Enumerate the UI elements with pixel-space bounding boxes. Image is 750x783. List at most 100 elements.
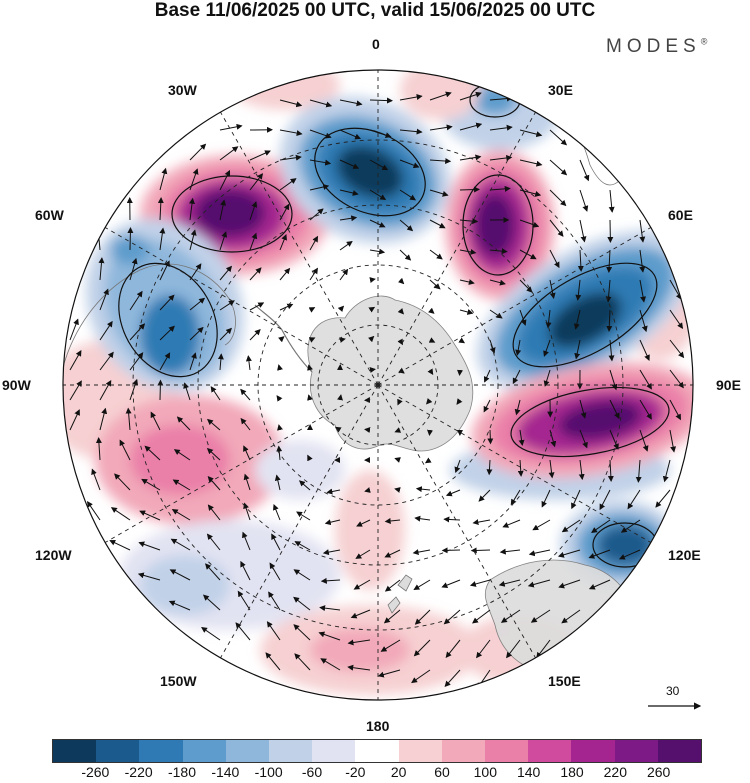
wind-vector — [183, 382, 191, 401]
wind-vector — [271, 533, 281, 551]
wind-vector — [414, 609, 431, 625]
wind-vector — [428, 337, 436, 343]
wind-vector — [549, 429, 557, 448]
wind-vector — [549, 189, 567, 207]
wind-vector — [414, 515, 431, 522]
wind-vector — [207, 504, 221, 521]
wind-vector — [150, 411, 161, 431]
wind-vector — [307, 394, 313, 401]
wind-vector — [445, 639, 461, 658]
wind-vector — [202, 594, 221, 611]
wind-vector — [579, 399, 587, 419]
colorbar-swatch — [312, 740, 356, 762]
wind-vector — [159, 260, 170, 281]
wind-vector — [320, 577, 341, 584]
colorbar-tick-label: 100 — [473, 764, 498, 780]
wind-vector — [469, 579, 491, 587]
wind-vector — [548, 459, 555, 479]
wind-vector — [639, 339, 650, 361]
lon-label-180: 180 — [366, 718, 390, 734]
wind-vector — [483, 369, 491, 383]
wind-vector — [428, 307, 435, 314]
wind-vector — [129, 323, 146, 341]
wind-vector — [532, 519, 551, 531]
wind-vector — [172, 479, 191, 491]
wind-vector — [606, 309, 613, 332]
wind-vector — [242, 531, 251, 551]
wind-vector — [399, 189, 417, 201]
wind-vector — [337, 305, 345, 313]
wind-vector — [337, 394, 343, 401]
wind-vector — [415, 486, 431, 493]
wind-vector — [459, 218, 479, 225]
wind-vector — [219, 146, 239, 161]
colorbar-tick-label: 140 — [516, 764, 541, 780]
wind-vector — [399, 128, 423, 135]
wind-vector — [639, 429, 649, 452]
logo-text: MODES — [606, 36, 701, 57]
wind-vector — [91, 468, 101, 491]
wind-vector — [608, 189, 615, 213]
wind-vector — [413, 579, 431, 591]
wind-vector — [588, 579, 611, 590]
wind-vector — [240, 417, 251, 431]
wind-vector — [498, 579, 521, 587]
colorbar-swatch — [614, 740, 658, 762]
wind-vector — [578, 459, 585, 481]
wind-vector — [369, 367, 376, 373]
colorbar-tick-label: -60 — [301, 764, 323, 780]
wind-vector — [320, 658, 341, 671]
wind-vector — [605, 279, 612, 303]
wind-vector — [353, 579, 371, 590]
wind-vector — [274, 474, 281, 491]
wind-vector — [339, 215, 358, 222]
wind-vector — [429, 249, 443, 260]
south-pole-marker — [375, 382, 381, 388]
wind-vector — [364, 487, 371, 493]
wind-vector — [219, 199, 227, 221]
wind-vector — [639, 219, 646, 243]
wind-vector — [399, 159, 420, 169]
wind-vector — [429, 158, 452, 164]
wind-vector — [500, 609, 521, 623]
wind-vector — [273, 503, 281, 521]
colorbar — [52, 739, 702, 763]
meridian-line — [377, 384, 656, 546]
lon-label-30e: 30E — [548, 82, 573, 98]
wind-vector — [549, 129, 568, 146]
wind-vector — [235, 622, 251, 641]
wind-vector — [459, 91, 482, 101]
wind-vector — [561, 609, 581, 624]
wind-vector — [669, 339, 685, 359]
wind-vector — [573, 309, 581, 330]
wind-vector — [339, 337, 346, 343]
wind-vector — [397, 338, 403, 346]
wind-vectors — [69, 91, 685, 689]
colorbar-swatch — [571, 740, 615, 762]
wind-vector — [549, 279, 556, 300]
colorbar-swatch — [182, 740, 226, 762]
wind-vector — [487, 429, 494, 445]
meridian-line — [100, 384, 379, 546]
wind-vector — [293, 569, 311, 581]
colorbar-swatch — [441, 740, 486, 762]
wind-vector — [399, 249, 412, 261]
wind-vector — [669, 429, 677, 453]
meridian-line — [217, 384, 379, 663]
wind-vector — [397, 277, 405, 285]
wind-vector — [189, 229, 197, 251]
wind-vector — [210, 386, 221, 401]
wind-vector — [339, 189, 359, 196]
wind-vector — [189, 143, 207, 161]
wind-vector — [591, 519, 611, 534]
wind-vector — [489, 279, 506, 286]
wind-vector — [294, 541, 311, 551]
wind-vector — [515, 339, 522, 356]
wind-vector — [279, 129, 303, 136]
wind-vector — [99, 351, 114, 371]
map-border — [62, 69, 694, 701]
wind-vector — [609, 369, 618, 391]
logo-registered-mark: ® — [700, 36, 708, 47]
wind-vector — [129, 352, 144, 371]
